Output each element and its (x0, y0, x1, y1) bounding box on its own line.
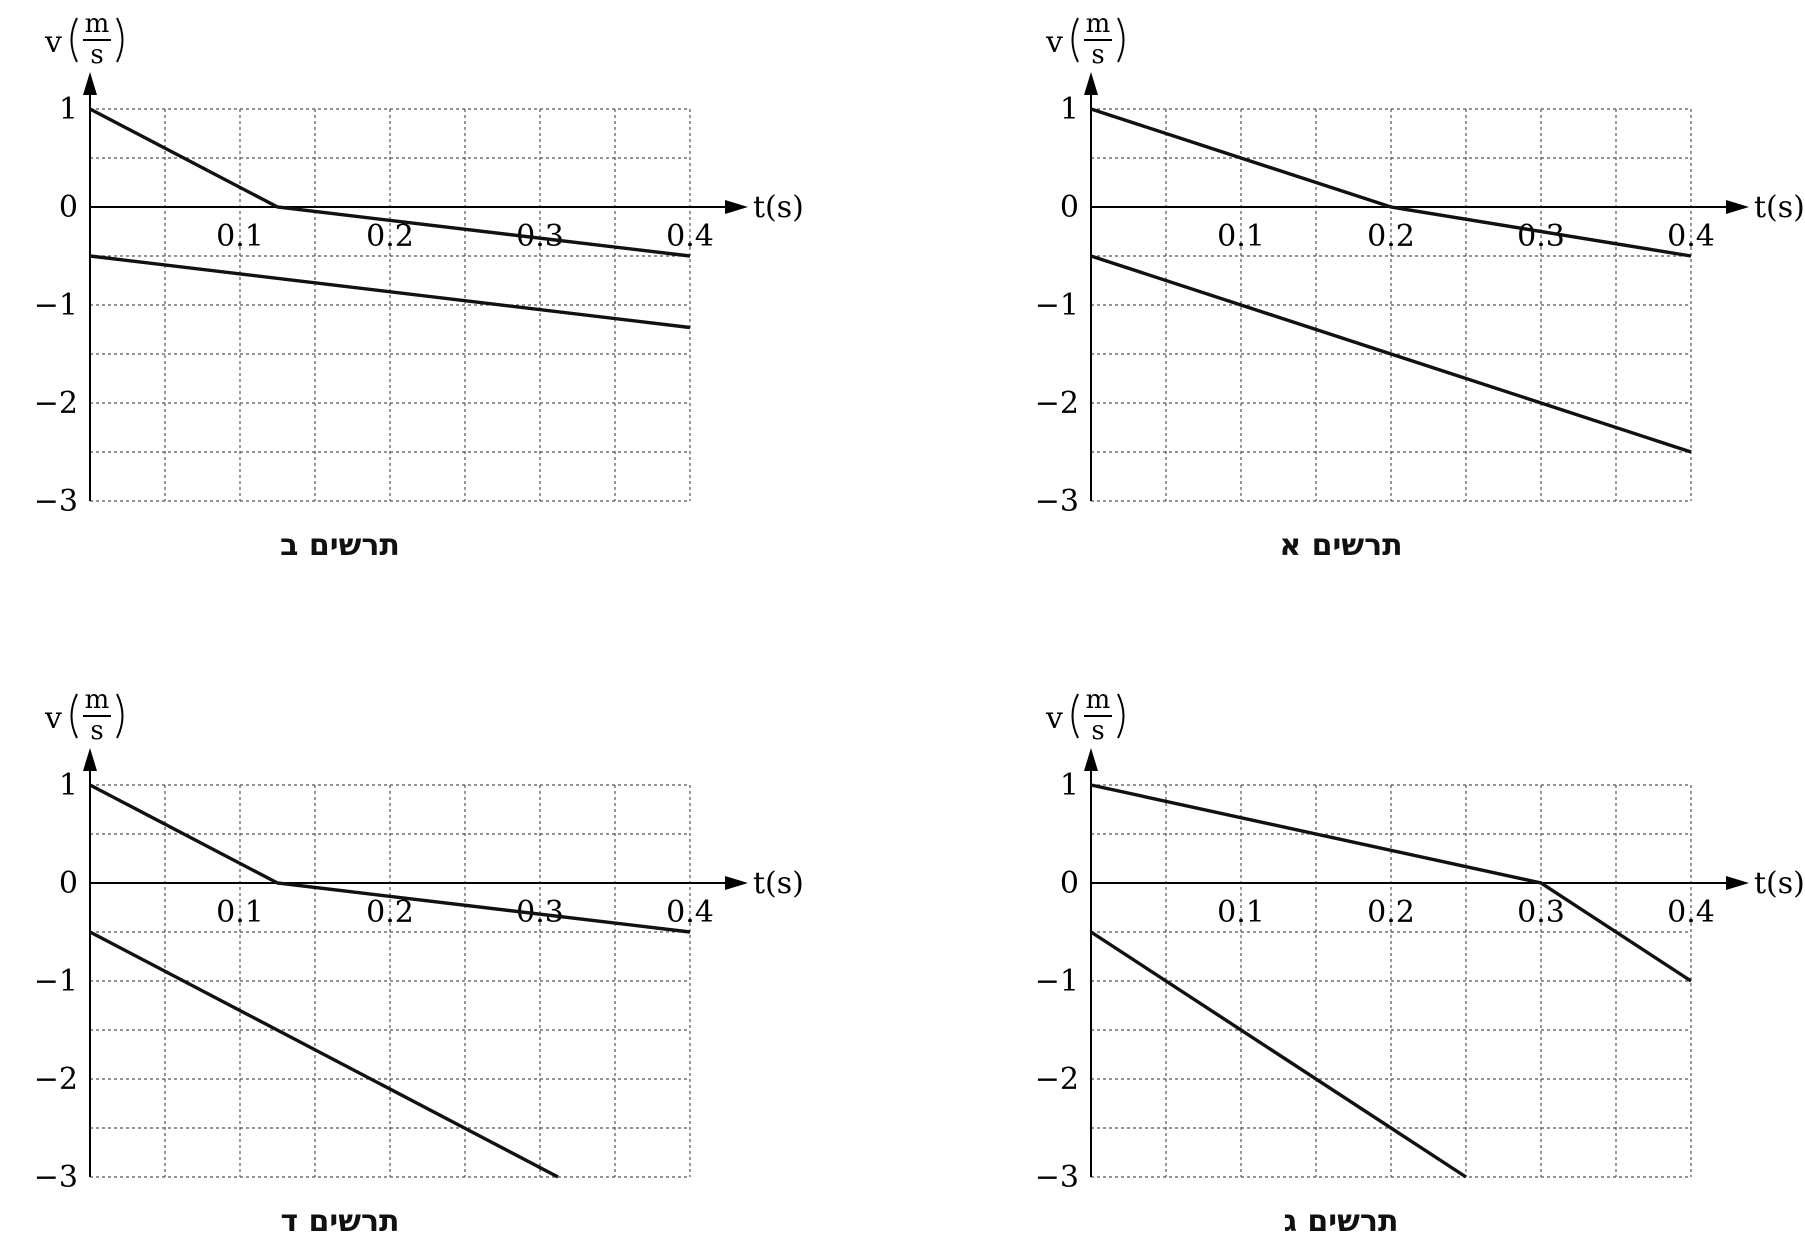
series-line-2 (89, 254, 691, 330)
x-axis-arrow-icon (725, 876, 748, 890)
y-tick-label: −2 (1035, 1062, 1079, 1097)
y-axis-label-symbol: v (1045, 25, 1063, 60)
x-tick-label: 0.2 (1367, 895, 1415, 930)
x-tick-label: 0.1 (216, 219, 264, 254)
y-axis-label: vms (44, 9, 124, 70)
y-unit-denominator: s (1091, 716, 1104, 746)
grid (1091, 784, 1692, 1178)
grid (90, 108, 691, 502)
grid (90, 784, 691, 1178)
y-unit-denominator: s (1091, 40, 1104, 70)
y-axis-label-symbol: v (1045, 701, 1063, 736)
paren-right-icon (1117, 693, 1125, 739)
y-tick-label: −3 (1035, 1160, 1079, 1195)
chart-caption: תרשים ג (1284, 1204, 1399, 1239)
y-tick-label: −1 (1035, 288, 1079, 323)
y-axis-label: vms (1045, 685, 1125, 746)
x-tick-label: 0.3 (1517, 895, 1565, 930)
y-tick-label: 1 (1060, 92, 1079, 127)
x-tick-label: 0.4 (1667, 895, 1715, 930)
x-tick-label: 0.2 (1367, 219, 1415, 254)
series-line-1 (1090, 107, 1692, 258)
paren-left-icon (1071, 693, 1079, 739)
x-axis-label: t(s) (1754, 190, 1805, 225)
y-axis-arrow-icon (83, 748, 97, 771)
chart-panel-3: 1 0 −1 −2 −3 0.1 0.2 0.3 0.4 t(s) vms תרשים ג (1035, 685, 1805, 1239)
chart-caption: תרשים ד (280, 1204, 399, 1239)
y-tick-label: −1 (34, 288, 78, 323)
y-unit-numerator: m (85, 685, 110, 715)
paren-left-icon (70, 17, 78, 63)
x-tick-label: 0.2 (366, 219, 414, 254)
y-unit-denominator: s (90, 40, 103, 70)
chart-caption: תרשים ב (280, 528, 400, 563)
y-tick-label: 1 (59, 92, 78, 127)
y-tick-label: 0 (59, 190, 78, 225)
series-line-1 (89, 783, 691, 934)
y-axis-label: vms (44, 685, 124, 746)
y-axis-label-symbol: v (44, 25, 62, 60)
y-tick-label: −3 (1035, 484, 1079, 519)
x-tick-label: 0.4 (666, 895, 714, 930)
x-tick-label: 0.3 (1517, 219, 1565, 254)
paren-left-icon (70, 693, 78, 739)
y-tick-label: −1 (34, 964, 78, 999)
series-line-1 (1090, 783, 1692, 983)
y-tick-label: −2 (34, 386, 78, 421)
x-tick-label: 0.4 (666, 219, 714, 254)
y-unit-numerator: m (1086, 9, 1111, 39)
y-unit-numerator: m (85, 9, 110, 39)
y-tick-label: −2 (1035, 386, 1079, 421)
paren-right-icon (1117, 17, 1125, 63)
series-line-2 (1090, 930, 1467, 1179)
y-tick-label: 1 (59, 768, 78, 803)
y-axis-label-symbol: v (44, 701, 62, 736)
y-axis-arrow-icon (83, 72, 97, 95)
grid (1091, 108, 1692, 502)
y-tick-label: 0 (1060, 866, 1079, 901)
series-line-1 (89, 107, 691, 258)
x-axis-arrow-icon (725, 200, 748, 214)
series-line-2 (89, 930, 559, 1179)
x-axis-arrow-icon (1726, 876, 1749, 890)
y-tick-label: −3 (34, 484, 78, 519)
y-tick-label: 0 (1060, 190, 1079, 225)
paren-right-icon (116, 17, 124, 63)
x-axis-label: t(s) (753, 190, 804, 225)
y-tick-label: 0 (59, 866, 78, 901)
x-axis-label: t(s) (1754, 866, 1805, 901)
y-unit-numerator: m (1086, 685, 1111, 715)
y-tick-label: −1 (1035, 964, 1079, 999)
y-tick-label: −3 (34, 1160, 78, 1195)
series-line-2 (1090, 254, 1692, 454)
paren-left-icon (1071, 17, 1079, 63)
y-axis-label: vms (1045, 9, 1125, 70)
chart-panel-1: 1 0 −1 −2 −3 0.1 0.2 0.3 0.4 t(s) vms תרשים א (1035, 9, 1805, 563)
x-tick-label: 0.1 (216, 895, 264, 930)
x-axis-label: t(s) (753, 866, 804, 901)
paren-right-icon (116, 693, 124, 739)
y-axis-arrow-icon (1084, 748, 1098, 771)
x-tick-label: 0.1 (1217, 895, 1265, 930)
y-axis-arrow-icon (1084, 72, 1098, 95)
x-tick-label: 0.1 (1217, 219, 1265, 254)
y-unit-denominator: s (90, 716, 103, 746)
y-tick-label: 1 (1060, 768, 1079, 803)
y-tick-label: −2 (34, 1062, 78, 1097)
x-tick-label: 0.4 (1667, 219, 1715, 254)
x-tick-label: 0.2 (366, 895, 414, 930)
x-axis-arrow-icon (1726, 200, 1749, 214)
chart-caption: תרשים א (1279, 528, 1402, 563)
